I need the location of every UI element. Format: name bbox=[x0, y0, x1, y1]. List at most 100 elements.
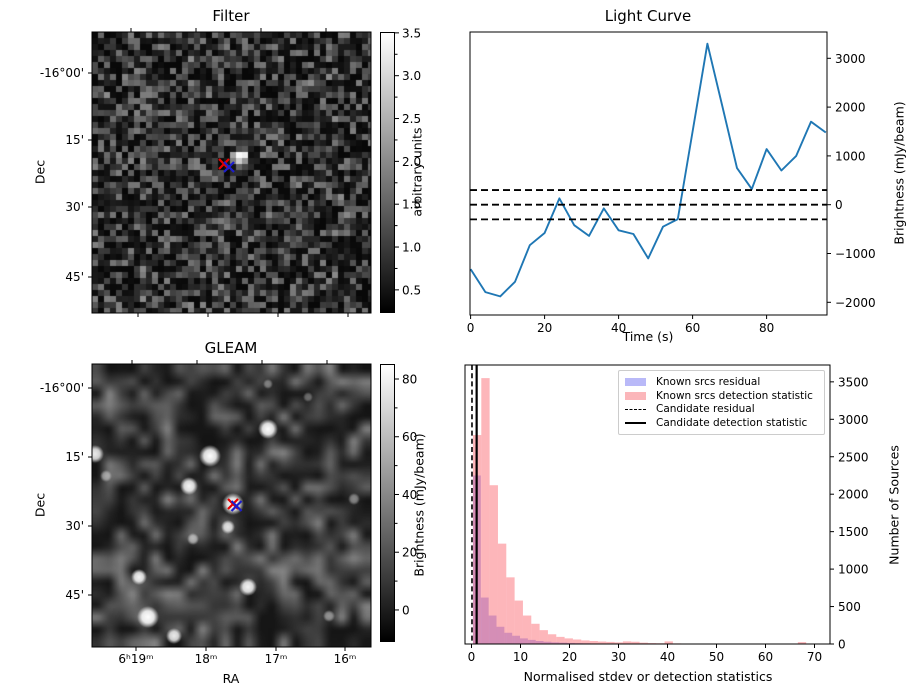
tick-label: 1500 bbox=[838, 525, 869, 539]
tick-label: −2000 bbox=[835, 296, 876, 310]
legend-item-candidate-residual: Candidate residual bbox=[625, 403, 818, 417]
tick-label: 3500 bbox=[838, 375, 869, 389]
tick-label: 60 bbox=[758, 650, 773, 664]
legend-item-candidate-detection: Candidate detection statistic bbox=[625, 416, 818, 430]
tick-label: 2000 bbox=[835, 101, 866, 115]
tick-label: 3000 bbox=[835, 52, 866, 66]
tick-label: 0 bbox=[468, 650, 476, 664]
filter-dec-ticks: -16°00' 15' 30' 45' bbox=[40, 66, 92, 284]
legend-item-known-srcs-residual: Known srcs residual bbox=[625, 375, 818, 389]
legend-item-known-srcs-detection: Known srcs detection statistic bbox=[625, 389, 818, 403]
tick-label: 2.5 bbox=[402, 112, 421, 126]
histogram-ylabel: Number of Sources bbox=[886, 445, 902, 565]
tick-label: 1.0 bbox=[402, 241, 421, 255]
tick-label: 20 bbox=[562, 650, 577, 664]
candidate-lines bbox=[471, 365, 478, 644]
tick-label: 50 bbox=[709, 650, 724, 664]
filter-spines bbox=[91, 31, 372, 314]
tick-label: 45' bbox=[65, 270, 84, 284]
gleam-title: GLEAM bbox=[204, 339, 258, 357]
tick-label: 16ᵐ bbox=[334, 652, 357, 666]
filter-noise-image bbox=[92, 32, 371, 313]
filter-ra-ticks bbox=[130, 28, 349, 317]
light-curve-yticks: 3000 2000 1000 0 −1000 −2000 bbox=[827, 52, 876, 310]
tick-label: 2500 bbox=[838, 450, 869, 464]
tick-label: 40 bbox=[611, 321, 626, 335]
tick-label: 0 bbox=[838, 638, 846, 652]
blue-patch-swatch bbox=[625, 377, 646, 386]
pink-patch-swatch bbox=[625, 391, 646, 400]
light-curve-ylabel: Brightness (mJy/beam) bbox=[891, 101, 907, 245]
tick-label: 70 bbox=[807, 650, 822, 664]
filter-colorbar-label: arbitrary units bbox=[409, 127, 425, 217]
light-curve-spines bbox=[469, 31, 828, 316]
tick-label: 20 bbox=[537, 321, 552, 335]
tick-label: 80 bbox=[759, 321, 774, 335]
tick-label: 0 bbox=[467, 321, 475, 335]
tick-label: 0 bbox=[835, 198, 843, 212]
tick-label: 1000 bbox=[838, 563, 869, 577]
tick-label: 2000 bbox=[838, 488, 869, 502]
gleam-xlabel: RA bbox=[222, 671, 240, 686]
tick-label: -16°00' bbox=[40, 66, 84, 80]
histogram-yticks: 0 500 1000 1500 2000 2500 3000 3500 bbox=[830, 375, 869, 652]
tick-label: 3000 bbox=[838, 413, 869, 427]
gleam-colorbar-ticks: 80 60 40 20 0 bbox=[395, 373, 417, 617]
gleam-ylabel: Dec bbox=[32, 492, 48, 518]
legend-label: Candidate detection statistic bbox=[656, 417, 808, 430]
legend-label: Known srcs detection statistic bbox=[656, 389, 813, 402]
tick-label: 3.5 bbox=[402, 26, 421, 40]
tick-label: 80 bbox=[402, 373, 417, 387]
tick-label: 1000 bbox=[835, 149, 866, 163]
tick-label: 500 bbox=[838, 600, 861, 614]
tick-label: 60 bbox=[685, 321, 700, 335]
light-curve-title: Light Curve bbox=[604, 7, 692, 25]
gleam-colorbar-label: Brightness (mJy/beam) bbox=[411, 433, 427, 577]
tick-label: −1000 bbox=[835, 247, 876, 261]
tick-label: 0 bbox=[402, 603, 410, 617]
filter-colorbar bbox=[380, 32, 395, 313]
tick-label: 60 bbox=[402, 430, 417, 444]
tick-label: 15' bbox=[65, 450, 84, 464]
tick-label: -16°00' bbox=[40, 381, 84, 395]
light-curve-line bbox=[469, 42, 827, 298]
legend-label: Candidate residual bbox=[656, 403, 755, 416]
tick-label: 15' bbox=[65, 133, 84, 147]
tick-label: 2.0 bbox=[402, 155, 421, 169]
filter-ylabel: Dec bbox=[32, 159, 48, 185]
gleam-spines bbox=[91, 363, 372, 648]
legend-label: Known srcs residual bbox=[656, 375, 761, 388]
solid-line-swatch bbox=[625, 422, 646, 425]
histogram-spines bbox=[464, 364, 831, 645]
tick-label: 17ᵐ bbox=[265, 652, 288, 666]
tick-label: 40 bbox=[402, 488, 417, 502]
tick-label: 10 bbox=[513, 650, 528, 664]
filter-title: Filter bbox=[212, 7, 250, 25]
tick-label: 18ᵐ bbox=[195, 652, 218, 666]
tick-label: 6ʰ19ᵐ bbox=[118, 652, 153, 666]
tick-label: 1.5 bbox=[402, 198, 421, 212]
tick-label: 3.0 bbox=[402, 69, 421, 83]
light-curve bbox=[469, 42, 827, 298]
tick-label: 20 bbox=[402, 546, 417, 560]
light-curve-xticks: 0 20 40 60 80 bbox=[467, 315, 774, 335]
histogram-xlabel: Normalised stdev or detection statistics bbox=[523, 669, 773, 684]
gleam-dec-ticks: -16°00' 15' 30' 45' bbox=[40, 381, 92, 602]
tick-label: 30 bbox=[611, 650, 626, 664]
light-curve-xlabel: Time (s) bbox=[622, 329, 674, 344]
filter-colorbar-ticks: 3.5 3.0 2.5 2.0 1.5 1.0 0.5 bbox=[395, 26, 421, 297]
gleam-colorbar bbox=[380, 364, 395, 642]
histogram-xticks: 0 10 20 30 40 50 60 70 bbox=[468, 644, 822, 664]
histogram-legend: Known srcs residual Known srcs detection… bbox=[618, 370, 825, 435]
gleam-ra-ticks: 6ʰ19ᵐ 18ᵐ 17ᵐ 16ᵐ bbox=[118, 360, 356, 666]
tick-label: 30' bbox=[65, 200, 84, 214]
threshold-dashed-lines bbox=[470, 189, 827, 221]
candidate-markers bbox=[218, 158, 243, 512]
tick-label: 40 bbox=[660, 650, 675, 664]
tick-label: 0.5 bbox=[402, 283, 421, 297]
dashed-line-swatch bbox=[625, 408, 646, 410]
tick-label: 45' bbox=[65, 588, 84, 602]
tick-label: 30' bbox=[65, 519, 84, 533]
